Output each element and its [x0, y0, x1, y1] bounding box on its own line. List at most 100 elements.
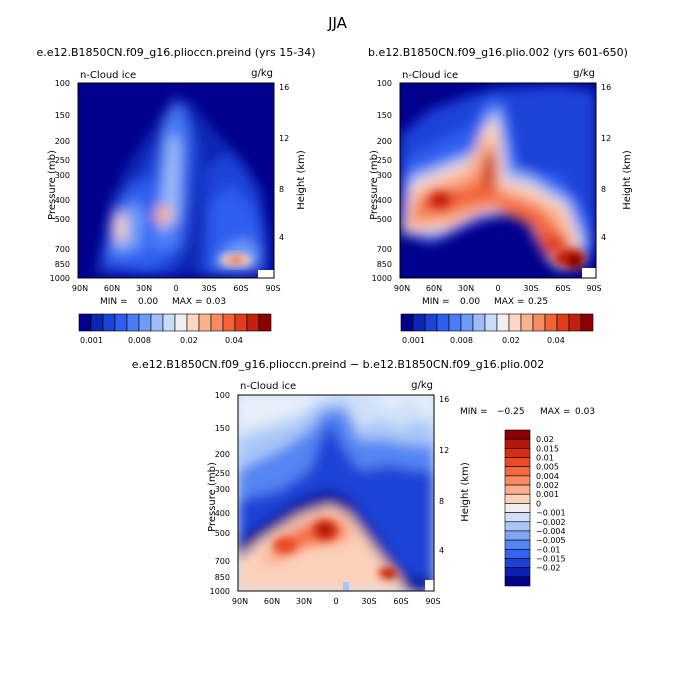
colorbar-swatch [568, 313, 582, 332]
p3-ytick-1000: 1000 [210, 587, 230, 596]
p2-ytick-100: 100 [377, 79, 392, 88]
p2-ylabel: Pressure (mb) [369, 150, 380, 220]
panel-3-colorbar-labels: 0.020.0150.010.0050.0040.0020.0010−0.001… [536, 435, 566, 572]
colorbar-swatch [504, 466, 531, 477]
p2-max-label: MAX = [494, 297, 525, 307]
colorbar-swatch [556, 313, 570, 332]
p3-y2tick-16: 16 [439, 395, 449, 404]
p1-ylabel: Pressure (mb) [47, 150, 58, 220]
p1-ytick-700: 700 [55, 245, 70, 254]
p2-xtick-90s: 90S [586, 284, 601, 293]
p3-max-value: 0.03 [575, 407, 595, 417]
p1-min-value: 0.00 [138, 297, 158, 307]
colorbar-swatch [222, 313, 236, 332]
panel-2-field-label: n-Cloud ice [402, 70, 458, 81]
p2-y2tick-16: 16 [601, 83, 611, 92]
p3-ytick-700: 700 [215, 557, 230, 566]
panel-1: e.e12.B1850CN.f09_g16.plioccn.preind (yr… [36, 46, 315, 345]
p2-y2tick-4: 4 [601, 233, 606, 242]
colorbar-swatch [504, 457, 531, 468]
p2-ytick-200: 200 [377, 137, 392, 146]
p2-ytick-1000: 1000 [372, 274, 392, 283]
p3-ytick-100: 100 [215, 391, 230, 400]
p3-cb-label: −0.02 [536, 564, 561, 573]
p1-ytick-200: 200 [55, 137, 70, 146]
p3-xtick-90s: 90S [425, 597, 440, 606]
colorbar-swatch [520, 313, 534, 332]
colorbar-swatch [210, 313, 224, 332]
p3-min-label: MIN = [460, 407, 488, 417]
p1-ytick-400: 400 [55, 196, 70, 205]
panel-3-plot [238, 395, 434, 591]
colorbar-swatch [78, 313, 92, 332]
colorbar-swatch [234, 313, 248, 332]
colorbar-swatch [246, 313, 260, 332]
colorbar-swatch [504, 567, 531, 578]
p2-min-label: MIN = [422, 297, 450, 307]
colorbar-swatch [102, 313, 116, 332]
p3-cb-label: 0.002 [536, 481, 559, 490]
panel-2-units: g/kg [573, 68, 595, 79]
p2-cb-label-1: 0.008 [450, 336, 473, 345]
colorbar-swatch [504, 576, 531, 587]
p1-xtick-90n: 90N [72, 284, 88, 293]
p2-ytick-300: 300 [377, 171, 392, 180]
colorbar-swatch [448, 313, 462, 332]
p1-y2tick-12: 12 [279, 134, 289, 143]
p2-xtick-30s: 30S [523, 284, 538, 293]
colorbar-swatch [496, 313, 510, 332]
p1-xtick-0: 0 [173, 284, 178, 293]
p3-cb-label: −0.01 [536, 545, 561, 554]
p3-xtick-0: 0 [333, 597, 338, 606]
p1-xtick-60s: 60S [233, 284, 248, 293]
colorbar-swatch [424, 313, 438, 332]
p3-cb-label: −0.001 [536, 509, 566, 518]
p1-ytick-100: 100 [55, 79, 70, 88]
panel-3-title: e.e12.B1850CN.f09_g16.plioccn.preind − b… [132, 358, 545, 371]
p3-ytick-400: 400 [215, 509, 230, 518]
colorbar-swatch [508, 313, 522, 332]
colorbar-swatch [138, 313, 152, 332]
panel-3-colorbar [504, 429, 531, 587]
panel-1-plot [78, 83, 274, 278]
p2-xtick-60s: 60S [555, 284, 570, 293]
colorbar-swatch [544, 313, 558, 332]
p3-cb-label: −0.005 [536, 536, 566, 545]
p3-y2tick-8: 8 [439, 497, 444, 506]
colorbar-swatch [174, 313, 188, 332]
panel-3-units: g/kg [411, 380, 433, 391]
p1-ytick-1000: 1000 [50, 274, 70, 283]
p2-ytick-150: 150 [377, 111, 392, 120]
p1-ytick-150: 150 [55, 111, 70, 120]
colorbar-swatch [258, 313, 272, 332]
panel-3: e.e12.B1850CN.f09_g16.plioccn.preind − b… [132, 358, 595, 606]
p1-max-value: 0.03 [206, 297, 226, 307]
p2-ytick-850: 850 [377, 260, 392, 269]
colorbar-swatch [460, 313, 474, 332]
p2-ytick-500: 500 [377, 215, 392, 224]
colorbar-swatch [504, 475, 531, 486]
p3-xtick-60s: 60S [393, 597, 408, 606]
p1-ytick-250: 250 [55, 156, 70, 165]
colorbar-swatch [504, 484, 531, 495]
colorbar-swatch [504, 530, 531, 541]
p3-xtick-60n: 60N [264, 597, 280, 606]
p1-y2tick-8: 8 [279, 185, 284, 194]
p2-xtick-60n: 60N [426, 284, 442, 293]
p2-ytick-250: 250 [377, 156, 392, 165]
p3-cb-label: −0.002 [536, 518, 566, 527]
p1-min-label: MIN = [100, 297, 128, 307]
colorbar-swatch [114, 313, 128, 332]
p3-min-value: −0.25 [497, 407, 525, 417]
p3-ylabel: Pressure (mb) [207, 462, 218, 532]
p3-y2label: Height (km) [460, 462, 471, 522]
p2-ytick-400: 400 [377, 196, 392, 205]
panel-3-field-label: n-Cloud ice [240, 381, 296, 392]
panel-2-title: b.e12.B1850CN.f09_g16.plio.002 (yrs 601-… [368, 46, 628, 59]
colorbar-swatch [472, 313, 486, 332]
p3-xtick-90n: 90N [232, 597, 248, 606]
colorbar-swatch [504, 539, 531, 550]
p2-ytick-700: 700 [377, 245, 392, 254]
p3-ytick-500: 500 [215, 529, 230, 538]
p3-xtick-30n: 30N [296, 597, 312, 606]
